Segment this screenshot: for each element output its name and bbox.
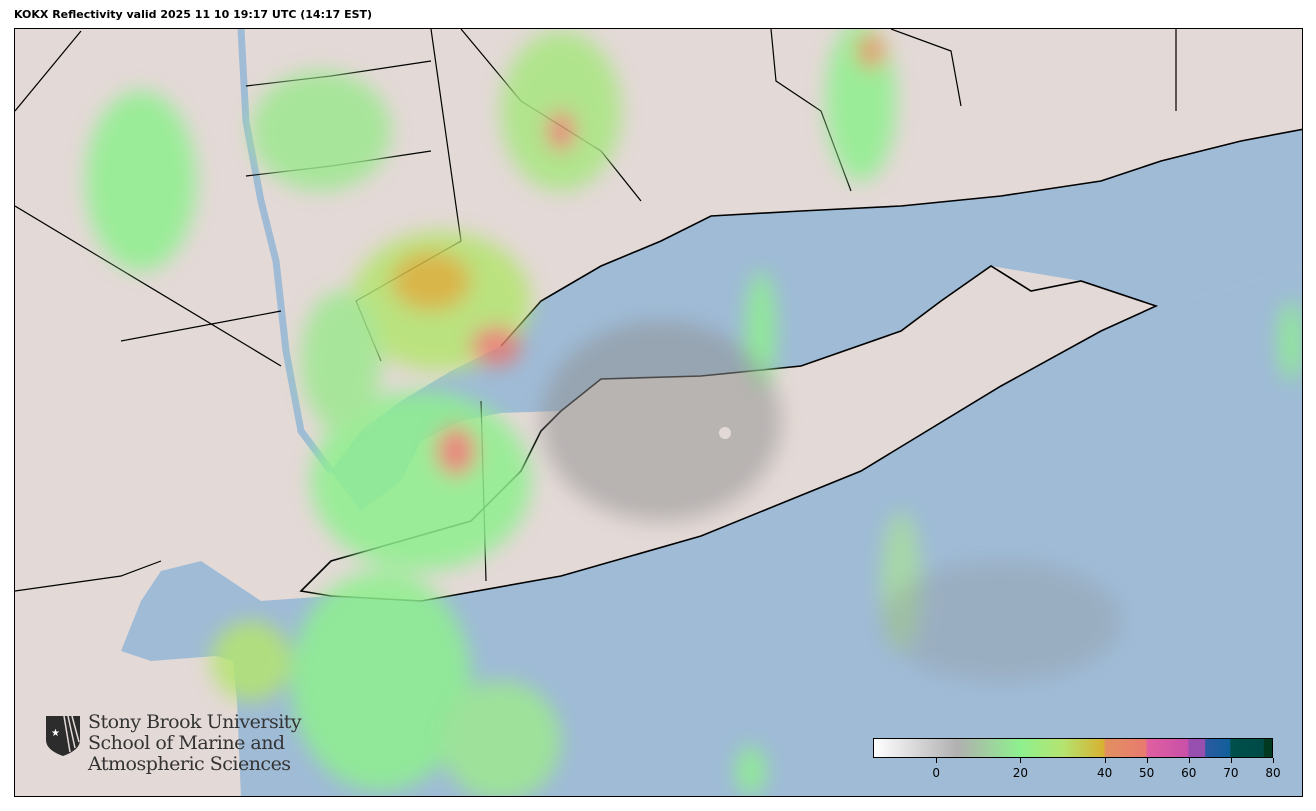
colorbar-tick-label: 40 bbox=[1096, 766, 1113, 780]
reflectivity-echoes bbox=[86, 29, 1302, 796]
radar-map[interactable] bbox=[14, 28, 1303, 797]
colorbar-tick bbox=[1230, 758, 1232, 763]
long-island-sound bbox=[331, 129, 1302, 511]
colorbar-tick bbox=[936, 758, 938, 763]
colorbar-tick bbox=[1188, 758, 1190, 763]
colorbar-tick-label: 0 bbox=[932, 766, 940, 780]
colorbar-tick bbox=[1020, 758, 1022, 763]
radar-site bbox=[719, 427, 731, 439]
colorbar-tick-label: 60 bbox=[1181, 766, 1197, 780]
logo-line: School of Marine and bbox=[88, 732, 285, 754]
colorbar-tick bbox=[1104, 758, 1106, 763]
colorbar-tick-label: 50 bbox=[1139, 766, 1155, 780]
shield-star-icon: ★ bbox=[46, 715, 80, 756]
map-title: KOKX Reflectivity valid 2025 11 10 19:17… bbox=[14, 8, 373, 21]
hudson-river bbox=[237, 29, 334, 474]
colorbar-tick-label: 20 bbox=[1012, 766, 1028, 780]
colorbar-tick-label: 70 bbox=[1223, 766, 1239, 780]
colorbar-tick-label: 80 bbox=[1265, 766, 1281, 780]
colorbar-tick bbox=[1146, 758, 1148, 763]
logo-line: Stony Brook University bbox=[88, 711, 302, 733]
map-canvas bbox=[15, 29, 1302, 796]
colorbar-tick bbox=[1273, 758, 1274, 763]
connecticut-coastline bbox=[500, 128, 1302, 347]
logo-line: Atmospheric Sciences bbox=[88, 753, 291, 775]
reflectivity-colorbar bbox=[873, 738, 1273, 758]
sbu-somas-logo: ★ Stony Brook University School of Marin… bbox=[44, 711, 302, 775]
svg-text:★: ★ bbox=[51, 728, 60, 739]
